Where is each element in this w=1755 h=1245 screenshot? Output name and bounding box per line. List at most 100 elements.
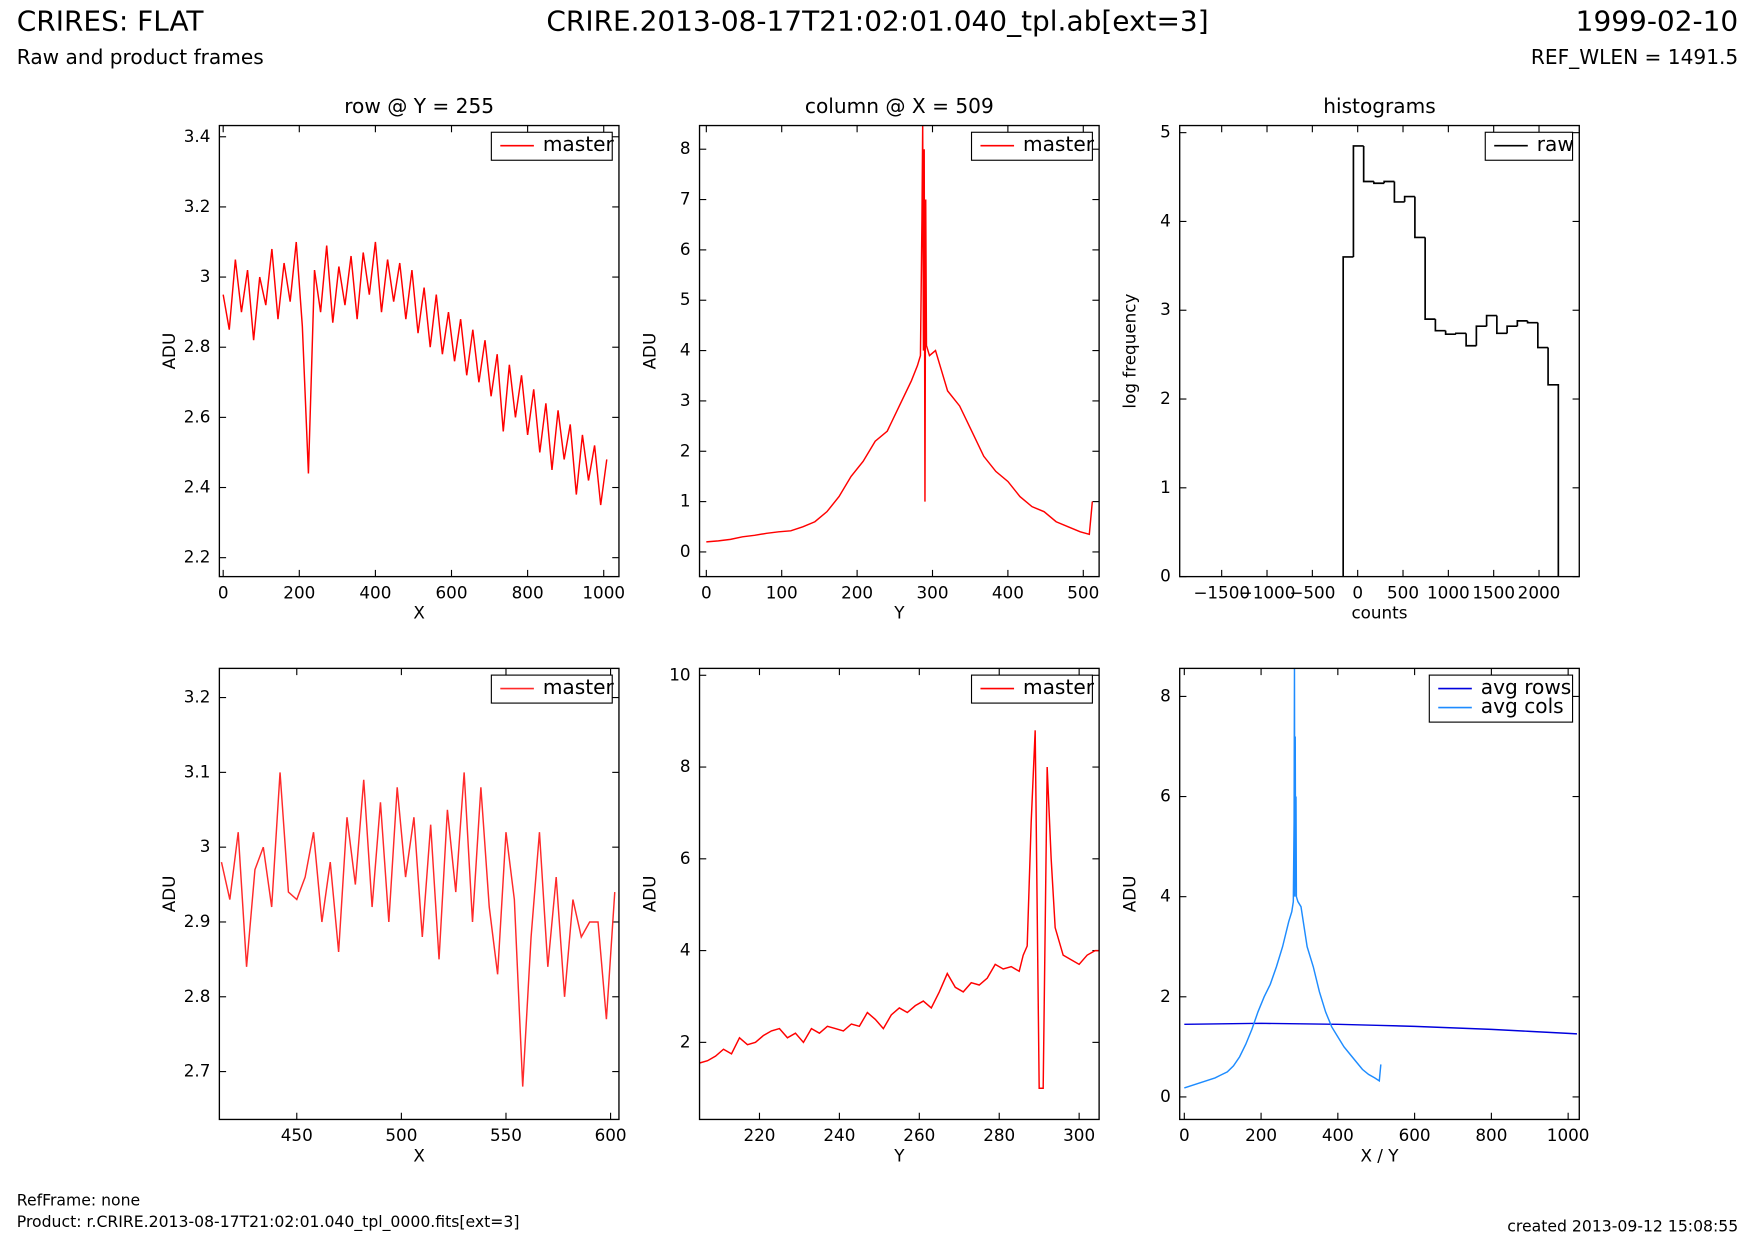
y-tick-label: 0: [1160, 1086, 1171, 1106]
histogram-bin: [1475, 325, 1487, 346]
x-tick-label: 300: [1063, 1125, 1095, 1145]
x-tick-label: 300: [916, 582, 948, 602]
y-tick-label: 3: [1160, 299, 1171, 319]
x-tick-label: 400: [359, 582, 391, 602]
histogram-bin: [1434, 319, 1446, 332]
histogram-bin: [1383, 180, 1395, 184]
panel-title: column @ X = 509: [805, 94, 994, 118]
x-tick-label: 1000: [582, 582, 625, 602]
x-axis-label: counts: [1351, 603, 1407, 623]
y-tick-label: 2: [1160, 388, 1171, 408]
plot-area: [699, 730, 1100, 1089]
y-tick-label: 1: [680, 491, 691, 511]
x-tick-label: 500: [1067, 582, 1099, 602]
histogram-bin: [1352, 145, 1364, 257]
y-tick-label: 3: [200, 836, 211, 856]
legend-label: avg rows: [1481, 675, 1572, 699]
legend-label: raw: [1537, 132, 1574, 156]
y-tick-label: 3.4: [184, 126, 211, 146]
y-tick-label: 2.6: [184, 406, 211, 426]
y-tick-label: 0: [680, 541, 691, 561]
x-tick-label: −1500: [1193, 582, 1250, 602]
y-tick-label: 4: [1160, 210, 1171, 230]
file-name: CRIRE.2013-08-17T21:02:01.040_tpl.ab[ext…: [546, 5, 1208, 38]
x-tick-label: 800: [1475, 1125, 1507, 1145]
x-tick-label: 260: [903, 1125, 935, 1145]
x-tick-label: 100: [766, 582, 798, 602]
x-tick-label: 400: [1322, 1125, 1354, 1145]
y-tick-label: 8: [680, 756, 691, 776]
histogram-bin: [1424, 237, 1436, 320]
x-tick-label: 1000: [1427, 582, 1470, 602]
y-tick-label: 8: [680, 138, 691, 158]
x-tick-label: 240: [823, 1125, 855, 1145]
x-tick-label: 550: [490, 1125, 522, 1145]
page-title: CRIRES: FLAT: [17, 5, 205, 38]
axes-frame: [218, 124, 620, 578]
y-tick-label: 2.8: [184, 986, 211, 1006]
histogram-bin: [1414, 196, 1426, 239]
ref-frame: RefFrame: none: [17, 1191, 140, 1210]
x-tick-label: 1500: [1472, 582, 1515, 602]
y-tick-label: 1: [1160, 477, 1171, 497]
data-line: [222, 241, 608, 506]
plot-area: [1184, 668, 1578, 1089]
y-tick-label: 6: [1160, 786, 1171, 806]
legend-label: master: [1023, 675, 1095, 699]
x-axis-label: X: [413, 1145, 425, 1165]
histogram-bin: [1506, 325, 1518, 334]
y-tick-label: 10: [669, 664, 690, 684]
y-tick-label: 8: [1160, 685, 1171, 705]
y-tick-label: 6: [680, 848, 691, 868]
axes-frame: [218, 667, 620, 1121]
legend-label: avg cols: [1481, 694, 1564, 718]
y-tick-label: 3: [680, 390, 691, 410]
x-axis-label: Y: [893, 1145, 905, 1165]
y-tick-label: 2.9: [184, 911, 211, 931]
y-tick-label: 2: [1160, 986, 1171, 1006]
y-tick-label: 4: [680, 940, 691, 960]
legend-box: [1428, 674, 1574, 723]
plot-area: [1342, 145, 1560, 577]
histogram-bin: [1455, 332, 1467, 335]
x-tick-label: 220: [743, 1125, 775, 1145]
histogram-bin: [1485, 314, 1497, 327]
x-tick-label: 200: [283, 582, 315, 602]
x-tick-label: 280: [983, 1125, 1015, 1145]
x-tick-label: 2000: [1518, 582, 1561, 602]
date: 1999-02-10: [1576, 5, 1739, 38]
x-tick-label: 0: [1352, 582, 1363, 602]
y-axis-label: ADU: [159, 333, 179, 370]
ref-wlen: REF_WLEN = 1491.5: [1531, 45, 1738, 69]
product: Product: r.CRIRE.2013-08-17T21:02:01.040…: [17, 1212, 520, 1232]
panel-title: row @ Y = 255: [344, 94, 494, 118]
x-tick-label: 500: [1387, 582, 1419, 602]
x-tick-label: −1000: [1239, 582, 1296, 602]
y-tick-label: 2.7: [184, 1061, 211, 1081]
y-tick-label: 0: [1160, 566, 1171, 586]
histogram-bin: [1362, 145, 1374, 183]
y-axis-label: ADU: [1119, 876, 1139, 913]
x-axis-label: X: [413, 603, 425, 623]
y-axis-label: log frequency: [1119, 294, 1139, 409]
x-tick-label: −500: [1289, 582, 1335, 602]
x-tick-label: 200: [841, 582, 873, 602]
y-tick-label: 3: [200, 266, 211, 286]
histogram-bin: [1496, 315, 1508, 335]
x-axis-label: Y: [893, 603, 905, 623]
legend-label: master: [543, 675, 615, 699]
x-tick-label: 0: [1179, 1125, 1190, 1145]
data-line: [699, 730, 1100, 1089]
y-tick-label: 3.2: [184, 196, 211, 216]
histogram-bin: [1373, 181, 1385, 185]
x-tick-label: 600: [1399, 1125, 1431, 1145]
x-tick-label: 450: [281, 1125, 313, 1145]
x-tick-label: 0: [701, 582, 712, 602]
histogram-bin: [1403, 195, 1415, 202]
panel-title: histograms: [1323, 94, 1436, 118]
data-line: [1184, 1022, 1578, 1035]
y-tick-label: 2.4: [184, 477, 211, 497]
x-tick-label: 200: [1245, 1125, 1277, 1145]
y-axis-label: ADU: [159, 876, 179, 913]
